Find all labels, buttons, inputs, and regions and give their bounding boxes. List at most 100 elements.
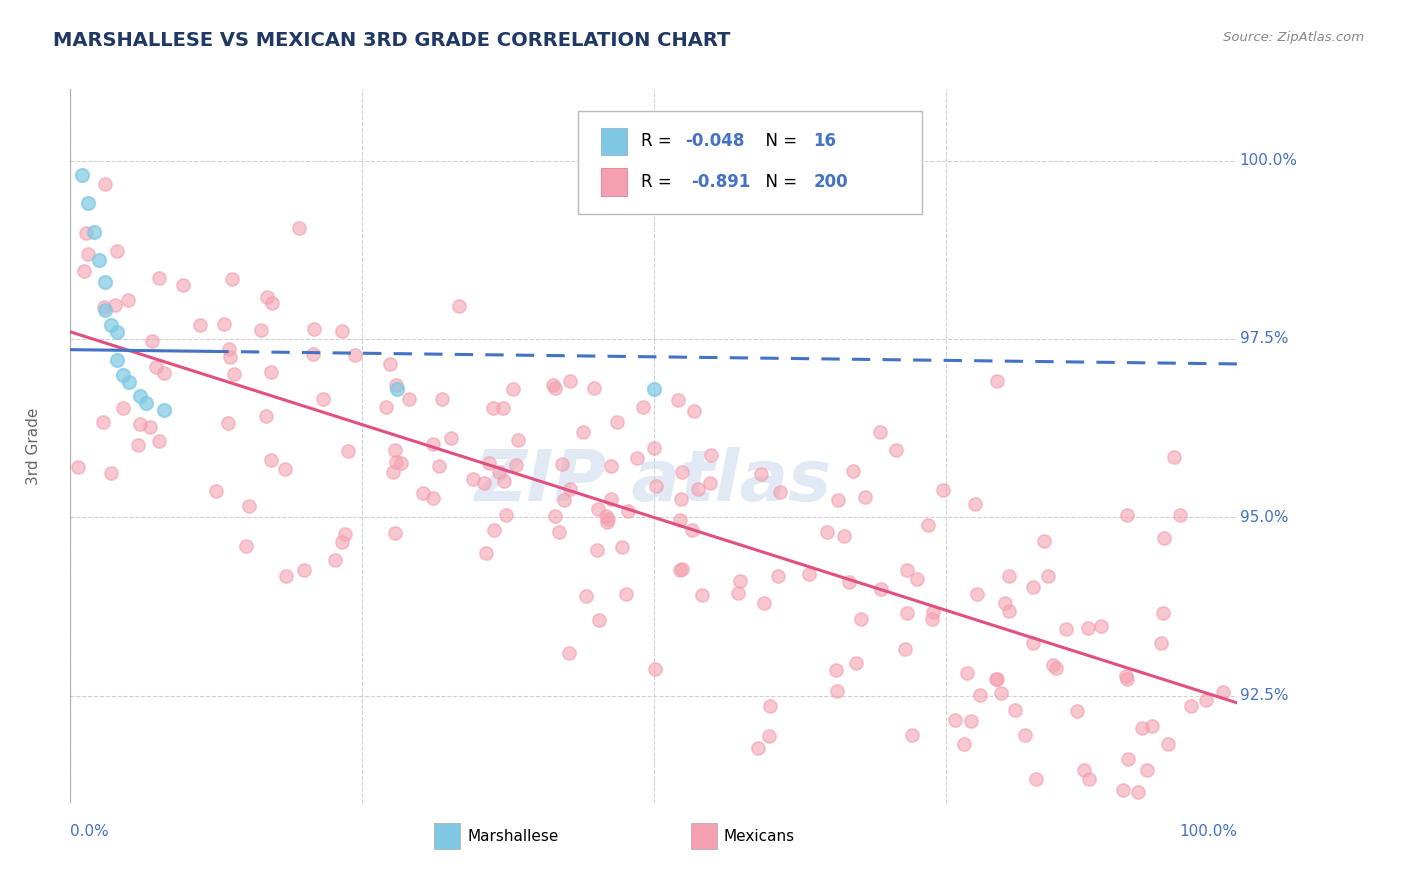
Point [492,401,515,415]
Point [953,737,976,751]
Text: N =: N = [755,132,803,150]
Point [250,323,273,337]
Point [100,466,122,480]
Point [896,563,918,577]
Point [378,357,401,371]
Point [797,567,820,582]
Point [212,317,235,331]
Point [412,486,434,500]
Point [747,741,769,756]
Point [986,672,1008,686]
Point [105,353,128,368]
Point [894,641,917,656]
Point [117,293,139,308]
Point [631,401,654,415]
Point [749,467,772,481]
Text: 100.0%: 100.0% [1240,153,1298,168]
Point [845,656,868,670]
Point [83,225,105,239]
Point [1152,606,1174,620]
Text: 3rd Grade: 3rd Grade [27,408,41,484]
Point [824,663,846,677]
Point [148,271,170,285]
Point [588,613,610,627]
Point [311,392,333,407]
Point [544,381,567,395]
Point [385,377,408,392]
Point [152,403,174,417]
Point [917,517,939,532]
Point [1157,737,1180,751]
Point [336,444,359,458]
Point [990,686,1012,700]
Point [129,389,152,403]
Point [643,382,665,396]
Point [550,457,572,471]
Point [700,449,723,463]
Point [104,298,127,312]
Point [1090,619,1112,633]
Point [1115,669,1137,683]
Point [666,392,689,407]
Point [129,417,152,431]
Point [681,524,703,538]
Point [1112,783,1135,797]
Point [330,534,353,549]
Point [1054,622,1077,636]
Point [956,666,979,681]
Point [849,612,872,626]
Point [422,437,444,451]
Point [254,409,277,424]
Point [815,525,838,540]
Text: 100.0%: 100.0% [1180,824,1237,839]
Point [834,529,856,543]
Point [118,375,141,389]
Point [100,318,122,332]
Point [304,322,326,336]
Point [105,244,128,259]
FancyBboxPatch shape [578,111,922,214]
Text: Mexicans: Mexicans [724,829,794,844]
Point [588,502,610,516]
Point [323,553,346,567]
Point [135,396,157,410]
Point [492,474,515,488]
Point [669,492,692,507]
Point [1212,685,1234,699]
Point [943,713,966,727]
Point [1150,635,1173,649]
Point [91,415,114,429]
Point [905,572,928,586]
Text: -0.891: -0.891 [692,173,751,191]
Point [273,462,295,476]
Point [614,587,637,601]
Point [217,416,239,430]
Point [235,540,257,554]
Point [960,714,983,728]
Point [853,490,876,504]
Point [827,493,849,508]
Point [543,378,565,392]
Point [921,612,943,626]
Point [998,605,1021,619]
Point [145,359,167,374]
Point [505,458,527,473]
Point [482,401,505,415]
Point [754,596,776,610]
Bar [692,823,717,849]
Point [77,246,100,260]
Text: Marshallese: Marshallese [467,829,558,844]
Point [89,253,111,268]
Point [1078,772,1101,786]
Point [112,401,135,416]
Point [141,334,163,349]
Point [825,683,848,698]
Point [671,465,693,479]
Point [553,493,575,508]
Point [901,729,924,743]
Point [966,587,988,601]
Point [1180,698,1202,713]
Point [260,296,283,310]
Point [690,588,713,602]
Point [502,382,524,396]
